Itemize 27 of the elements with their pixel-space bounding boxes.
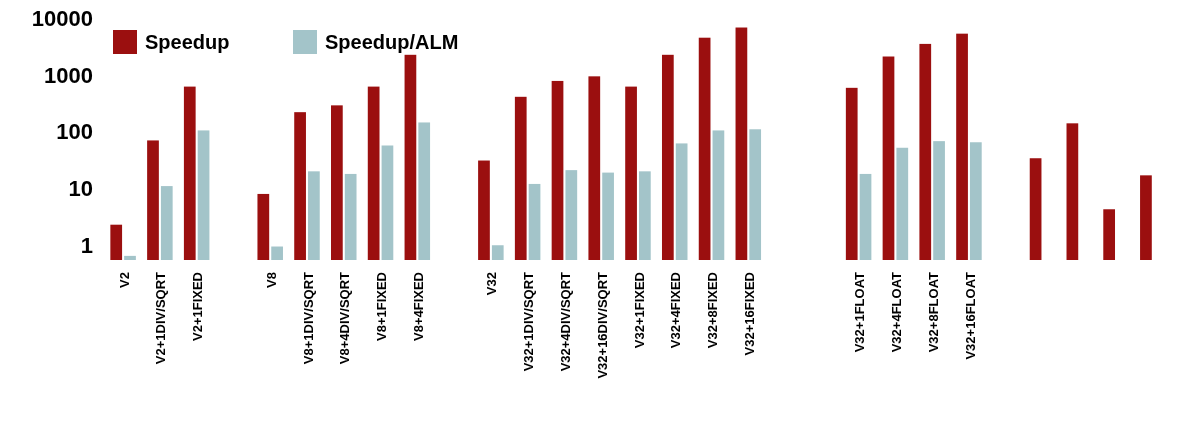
x-tick-label: V32+16DIV/SQRT — [594, 271, 610, 379]
x-tick-label: V32+1FIXED — [631, 272, 647, 349]
x-tick-label: V8+4DIV/SQRT — [337, 271, 353, 365]
legend-label: Speedup/ALM — [325, 31, 459, 53]
x-tick-label: V2+1FIXED — [190, 272, 206, 342]
legend-label: Speedup — [145, 31, 230, 53]
x-tick-label: V8+1DIV/SQRT — [300, 271, 316, 365]
x-tick-label: V8+4FIXED — [410, 272, 426, 342]
x-tick-label: V2+1DIV/SQRT — [153, 271, 169, 365]
x-tick-label: V32+4DIV/SQRT — [558, 271, 573, 372]
x-tick-label: V8+1FIXED — [374, 272, 390, 342]
x-tick-label: V32+8FIXED — [705, 272, 721, 349]
x-tick-label: V32+8FLOAT — [925, 271, 941, 353]
x-tick-label: V32+1DIV/SQRT — [521, 271, 537, 372]
x-tick-label: V32 — [484, 272, 500, 296]
x-tick-label: V32+1FLOAT — [852, 271, 868, 353]
y-tick-label: 10 — [68, 176, 93, 202]
x-tick-label: V32+4FLOAT — [888, 271, 904, 353]
y-tick-label: 100 — [56, 119, 93, 145]
x-tick-label: V2 — [116, 272, 132, 288]
y-tick-label: 1 — [80, 232, 93, 258]
y-tick-label: 1000 — [44, 62, 93, 88]
x-tick-label: V32+4FIXED — [668, 272, 684, 349]
x-tick-label: V32+16FLOAT — [962, 271, 978, 360]
x-tick-label: V8 — [263, 272, 279, 288]
y-tick-label: 10000 — [31, 5, 93, 31]
x-tick-label: V32+16FIXED — [741, 272, 757, 356]
